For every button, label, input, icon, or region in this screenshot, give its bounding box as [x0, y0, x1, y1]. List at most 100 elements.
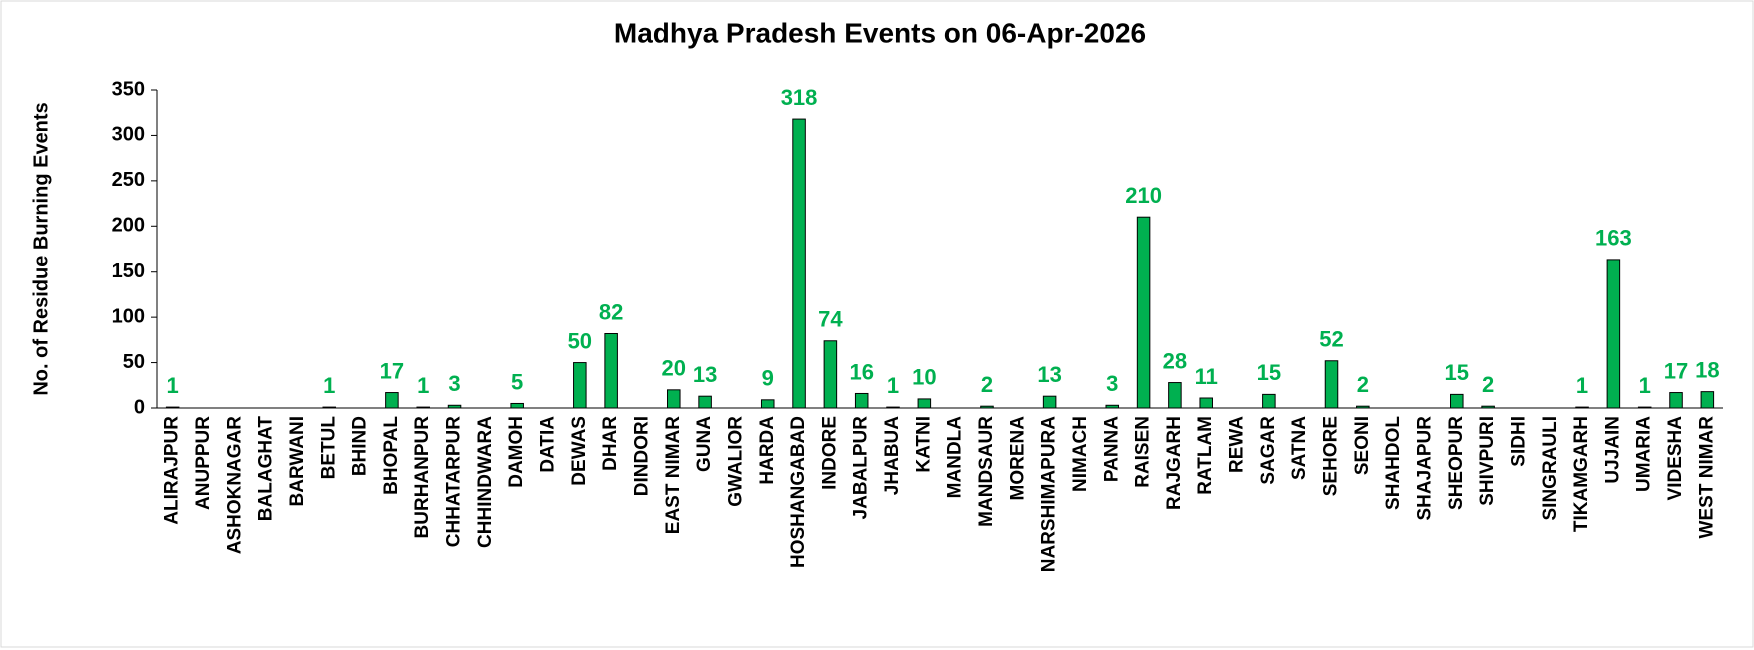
x-tick-label: PANNA [1101, 416, 1122, 482]
data-label: 2 [981, 372, 993, 397]
data-label: 74 [818, 307, 843, 332]
x-tick-label: SATNA [1289, 416, 1310, 480]
bar [698, 395, 712, 409]
x-tick-label: DHAR [600, 416, 621, 471]
bar [416, 406, 430, 409]
data-label: 1 [417, 373, 429, 398]
y-tick-label: 350 [112, 78, 145, 100]
bar [823, 340, 838, 409]
bar [792, 118, 806, 409]
data-label: 5 [511, 369, 523, 394]
x-tick-label: HARDA [757, 416, 778, 485]
x-tick-label: JABALPUR [851, 416, 872, 520]
bar [1606, 259, 1621, 409]
data-label: 20 [662, 356, 686, 381]
data-label: 17 [1664, 358, 1688, 383]
x-tick-label: BHOPAL [381, 416, 402, 495]
x-tick-label: MANDLA [945, 416, 966, 499]
data-label: 13 [1037, 362, 1061, 387]
x-tick-label: BETUL [318, 416, 339, 480]
x-tick-label: SHEOPUR [1446, 416, 1467, 510]
bar [1700, 391, 1715, 409]
chart-title: Madhya Pradesh Events on 06-Apr-2026 [614, 17, 1146, 48]
bar [980, 405, 994, 409]
y-tick-label: 200 [112, 215, 145, 237]
x-tick-label: EAST NIMAR [663, 416, 684, 535]
bar [1481, 405, 1495, 409]
data-label: 11 [1195, 364, 1218, 389]
data-label: 1 [323, 373, 335, 398]
y-tick-label: 150 [112, 260, 145, 282]
data-label: 210 [1125, 183, 1162, 208]
x-tick-label: CHHATARPUR [444, 416, 465, 548]
data-label: 82 [599, 299, 623, 324]
bar [760, 399, 775, 409]
x-tick-label: TIKAMGARH [1571, 416, 1592, 532]
data-label: 10 [912, 365, 936, 390]
x-tick-label: JHABUA [882, 416, 903, 495]
x-tick-label: ANUPPUR [193, 416, 214, 510]
bar [447, 404, 462, 409]
x-tick-label: CHHINDWARA [475, 416, 496, 548]
y-tick-label: 50 [123, 351, 145, 373]
x-tick-label: WEST NIMAR [1696, 416, 1717, 539]
x-tick-label: SAGAR [1258, 416, 1279, 485]
data-label: 9 [762, 366, 774, 391]
bar [1262, 393, 1276, 409]
bar [1136, 216, 1151, 409]
y-tick-label: 0 [134, 396, 145, 418]
x-tick-label: DATIA [538, 416, 559, 473]
bar [165, 406, 180, 409]
data-label: 163 [1595, 226, 1632, 251]
data-label: 13 [693, 362, 717, 387]
x-tick-label: SHAHDOL [1383, 416, 1404, 510]
x-tick-label: BARWANI [287, 416, 308, 506]
bar [1669, 392, 1683, 409]
bar [1637, 406, 1652, 409]
x-tick-label: BHIND [350, 416, 371, 476]
data-label: 15 [1445, 360, 1469, 385]
data-label: 3 [448, 371, 460, 396]
bar [510, 402, 524, 409]
x-tick-label: NARSHIMAPURA [1039, 416, 1060, 573]
x-tick-label: SHIVPURI [1477, 416, 1498, 506]
x-tick-label: GWALIOR [725, 416, 746, 507]
x-tick-label: RATLAM [1195, 416, 1216, 495]
y-axis-title: No. of Residue Burning Events [30, 102, 52, 395]
bar [1199, 397, 1213, 409]
x-tick-label: DEWAS [569, 416, 590, 486]
x-tick-label: MORENA [1007, 416, 1028, 501]
data-label: 2 [1482, 372, 1494, 397]
bar [573, 362, 587, 409]
data-label: 2 [1357, 372, 1369, 397]
bar [1042, 395, 1057, 409]
x-tick-label: BALAGHAT [256, 416, 277, 522]
x-tick-label: INDORE [819, 416, 840, 490]
x-tick-label: REWA [1227, 416, 1248, 473]
x-tick-label: SINGRAULI [1540, 416, 1561, 521]
bar [1450, 393, 1464, 409]
x-tick-label: MANDSAUR [976, 416, 997, 527]
bar [886, 406, 900, 409]
bar [385, 392, 399, 409]
bar [1105, 404, 1120, 409]
x-tick-label: HOSHANGABAD [788, 416, 809, 568]
bar [1324, 360, 1339, 409]
data-label: 18 [1695, 357, 1719, 382]
bar [854, 392, 869, 409]
y-tick-label: 100 [112, 305, 145, 327]
data-label: 50 [568, 328, 592, 353]
x-tick-label: DAMOH [506, 416, 527, 488]
x-tick-label: SEONI [1352, 416, 1373, 475]
bar [1575, 406, 1589, 409]
bar [604, 332, 618, 409]
data-label: 17 [380, 358, 404, 383]
y-tick-label: 300 [112, 124, 145, 146]
x-tick-label: GUNA [694, 416, 715, 472]
x-tick-label: UJJAIN [1602, 416, 1623, 484]
data-label: 1 [887, 373, 899, 398]
bar [917, 398, 932, 409]
y-tick-label: 250 [112, 169, 145, 191]
data-label: 1 [1576, 373, 1588, 398]
